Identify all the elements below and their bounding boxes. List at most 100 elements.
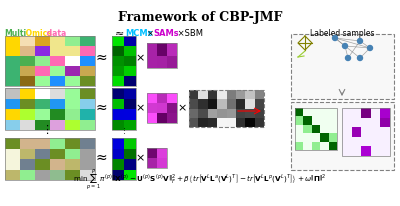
Bar: [20, 109, 35, 119]
Text: ×: ×: [147, 29, 154, 38]
Bar: [112, 119, 124, 130]
Bar: [20, 88, 35, 98]
Bar: [198, 118, 208, 127]
Circle shape: [368, 46, 372, 50]
Bar: [329, 142, 337, 150]
Bar: [361, 127, 371, 137]
Bar: [80, 88, 95, 98]
Circle shape: [358, 39, 362, 43]
Bar: [167, 93, 177, 103]
Bar: [167, 103, 177, 113]
Bar: [80, 56, 95, 66]
Bar: [245, 109, 255, 118]
Text: ×: ×: [135, 53, 145, 63]
Bar: [112, 98, 124, 109]
Bar: [124, 36, 136, 46]
Bar: [50, 109, 65, 119]
Bar: [80, 138, 95, 149]
Bar: [20, 149, 35, 159]
Text: data: data: [44, 29, 66, 38]
Bar: [147, 93, 157, 103]
Bar: [236, 118, 245, 127]
Bar: [5, 88, 95, 130]
Bar: [352, 137, 361, 146]
Bar: [236, 109, 245, 118]
Bar: [112, 109, 124, 119]
Bar: [5, 138, 95, 180]
Circle shape: [342, 43, 348, 48]
Bar: [329, 133, 337, 142]
Bar: [147, 148, 157, 158]
Bar: [189, 118, 198, 127]
Bar: [20, 119, 35, 130]
Bar: [5, 36, 20, 46]
Bar: [124, 98, 136, 109]
Bar: [147, 55, 157, 68]
Bar: [198, 99, 208, 109]
Bar: [124, 149, 136, 159]
Bar: [342, 127, 352, 137]
Bar: [320, 133, 328, 142]
Bar: [380, 108, 390, 118]
Bar: [35, 109, 50, 119]
Bar: [112, 138, 124, 149]
Bar: [226, 99, 236, 109]
Text: ≈: ≈: [95, 51, 107, 65]
Bar: [342, 137, 352, 146]
Bar: [20, 138, 35, 149]
FancyBboxPatch shape: [291, 34, 394, 99]
Bar: [35, 170, 50, 180]
Bar: [112, 46, 124, 56]
Bar: [217, 90, 226, 99]
Bar: [5, 56, 20, 66]
Bar: [245, 90, 255, 99]
Text: Multi: Multi: [4, 29, 26, 38]
Bar: [198, 109, 208, 118]
Bar: [371, 108, 380, 118]
Bar: [65, 88, 80, 98]
Bar: [20, 46, 35, 56]
Bar: [65, 149, 80, 159]
Circle shape: [346, 55, 350, 61]
Text: Labeled samples: Labeled samples: [310, 29, 374, 38]
Bar: [255, 118, 264, 127]
Bar: [35, 66, 50, 76]
Bar: [157, 113, 167, 123]
Bar: [303, 125, 312, 133]
Bar: [20, 36, 35, 46]
Bar: [20, 170, 35, 180]
Bar: [65, 109, 80, 119]
Bar: [35, 138, 50, 149]
Bar: [303, 133, 312, 142]
Bar: [124, 76, 136, 86]
Bar: [35, 119, 50, 130]
Bar: [65, 76, 80, 86]
Bar: [112, 88, 124, 98]
Bar: [5, 109, 20, 119]
Bar: [147, 93, 177, 123]
Bar: [352, 127, 361, 137]
Bar: [124, 66, 136, 76]
Bar: [50, 76, 65, 86]
Bar: [236, 90, 245, 99]
Bar: [167, 113, 177, 123]
Bar: [124, 159, 136, 170]
Bar: [329, 116, 337, 125]
Bar: [147, 158, 157, 168]
Bar: [208, 90, 217, 99]
Bar: [380, 146, 390, 156]
Bar: [312, 108, 320, 116]
Bar: [208, 99, 217, 109]
Bar: [295, 142, 303, 150]
Bar: [112, 149, 124, 159]
Bar: [5, 88, 20, 98]
Bar: [80, 170, 95, 180]
Bar: [124, 56, 136, 66]
Bar: [371, 146, 380, 156]
Bar: [380, 118, 390, 127]
Bar: [5, 98, 20, 109]
Bar: [147, 113, 157, 123]
Bar: [167, 55, 177, 68]
Text: ⋮: ⋮: [42, 125, 52, 135]
Bar: [226, 90, 236, 99]
